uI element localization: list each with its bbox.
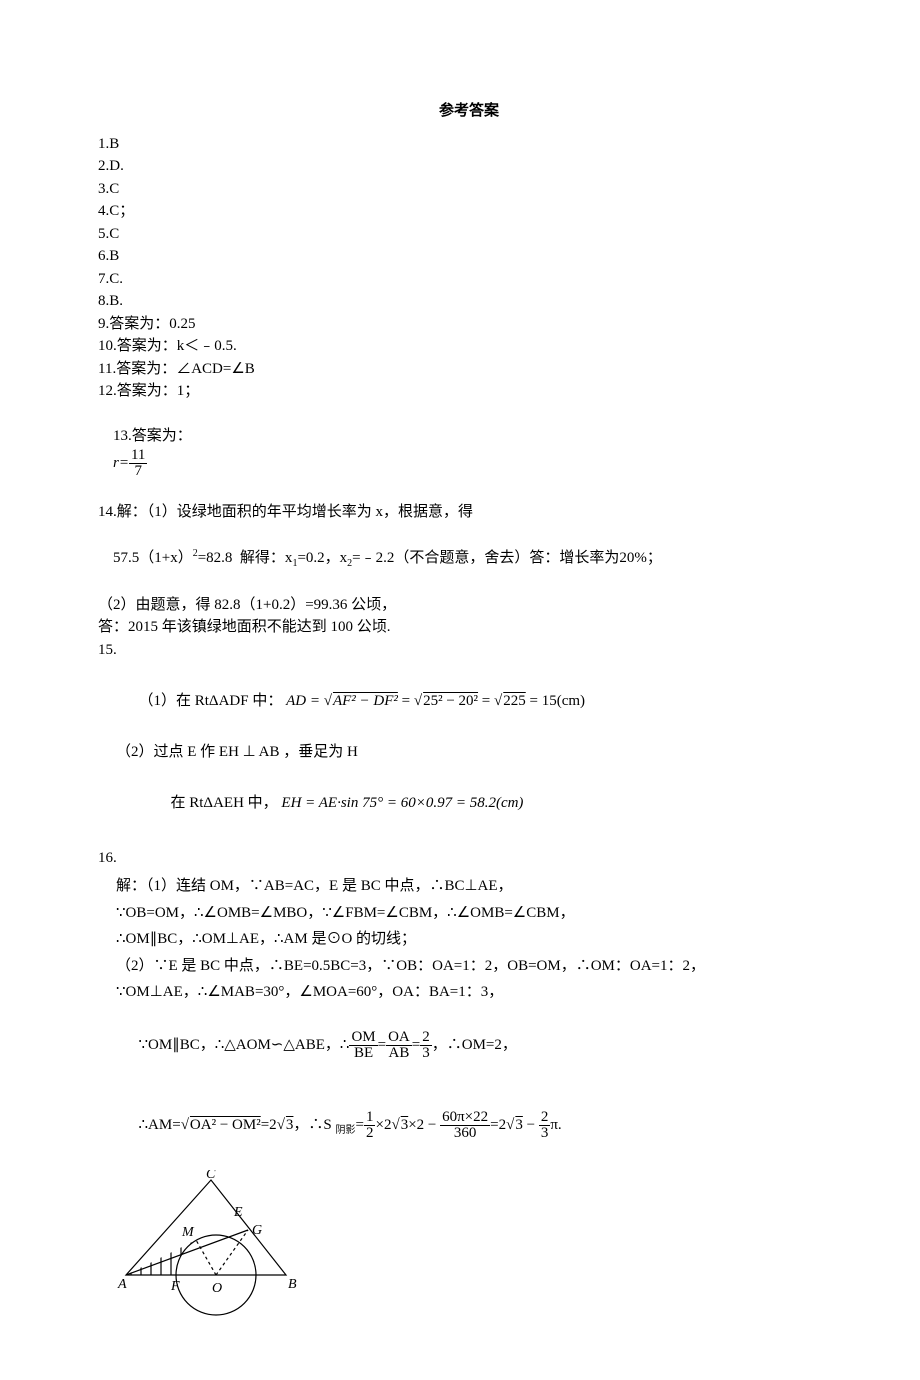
page-title: 参考答案 [98, 100, 840, 123]
q16-f7-3n: 2 [539, 1110, 551, 1126]
q14-l2a: 57.5（1+x） [113, 550, 193, 566]
q16-r7e: ×2 [375, 1117, 391, 1133]
q16-r6a: ∵OM∥BC，∴△AOM∽△ABE，∴ [139, 1037, 350, 1053]
q16-f3: 23 [420, 1030, 432, 1061]
q15-line3: 在 RtΔAEH 中， EH = AE·sin 75° = 60×0.97 = … [98, 769, 840, 837]
q15-sqrt1: AF² − DF² [332, 693, 398, 709]
q16-line2: ∵OB=OM，∴∠OMB=∠MBO，∵∠FBM=∠CBM，∴∠OMB=∠CBM， [116, 902, 840, 925]
q14-line2: 57.5（1+x）2=82.8 解得：x1=0.2，x2=﹣2.2（不合题意，舍… [98, 524, 840, 594]
q16-line4: （2）∵E 是 BC 中点，∴BE=0.5BC=3，∵OB：OA=1：2，OB=… [116, 955, 840, 978]
answer-1: 1.B [98, 133, 840, 156]
q15-sqrt2: 25² − 20² [422, 693, 478, 709]
label-f: F [170, 1279, 180, 1294]
q15-eq2: = [478, 693, 494, 709]
q15-line1: （1）在 RtΔADF 中： AD = √AF² − DF² = √25² − … [98, 667, 840, 735]
q16-r7b: =2 [261, 1117, 277, 1133]
q14-line3: （2）由题意，得 82.8（1+0.2）=99.36 公顷， [98, 594, 840, 617]
q16-f7-3d: 3 [539, 1126, 551, 1141]
answer-5: 5.C [98, 223, 840, 246]
label-e: E [233, 1205, 243, 1220]
q16-f1: OMBE [349, 1030, 377, 1061]
q16-f7-1n: 1 [364, 1110, 376, 1126]
q16-f7-3: 23 [539, 1110, 551, 1141]
geometry-diagram: A B C E G M F O [116, 1170, 306, 1320]
q16-sqrt3c: 3 [514, 1117, 523, 1133]
q14-l2d: =﹣2.2（不合题意，舍去）答：增长率为20%； [352, 550, 662, 566]
q15-sqrt3: 225 [502, 693, 526, 709]
label-a: A [117, 1277, 127, 1292]
q16-eq1: = [378, 1037, 386, 1053]
answer-10: 10.答案为：k＜﹣0.5. [98, 335, 840, 358]
q16-r7i: π. [550, 1117, 561, 1133]
q16-line5: ∵OM⊥AE，∴∠MAB=30°，∠MOA=60°，OA：BA=1：3， [116, 981, 840, 1004]
q15-line2: （2）过点 E 作 EH ⊥ AB ，垂足为 H [98, 741, 840, 764]
answer-7: 7.C. [98, 268, 840, 291]
q15-r1a: （1）在 RtΔADF 中： [139, 693, 283, 709]
q16-line7: ∴AM=√OA² − OM²=2√3，∴S 阴影=12×2√3×2 − 60π×… [116, 1088, 840, 1164]
q14-line1: 14.解：（1）设绿地面积的年平均增长率为 x，根据意，得 [98, 501, 840, 524]
q16-sqrt1: OA² − OM² [189, 1117, 261, 1133]
q14-l2b: =82.8 解得：x [198, 550, 293, 566]
q16-r7d: = [356, 1117, 364, 1133]
q16-line1: 解：（1）连结 OM，∵AB=AC，E 是 BC 中点，∴BC⊥AE， [116, 875, 840, 898]
q16-r7c: ，∴S [293, 1117, 335, 1133]
q16-r7f: ×2 − [408, 1117, 440, 1133]
q16-f7-2d: 360 [440, 1126, 490, 1141]
q13-r: r= [113, 454, 129, 470]
answer-9: 9.答案为：0.25 [98, 313, 840, 336]
q16-ssub: 阴影 [336, 1125, 356, 1136]
q16-sqrt3b: 3 [400, 1117, 409, 1133]
q16-eq2: = [412, 1037, 420, 1053]
answer-2: 2.D. [98, 155, 840, 178]
q16-f7-2n: 60π×22 [440, 1110, 490, 1126]
label-m: M [181, 1225, 195, 1240]
q16-f3d: 3 [420, 1046, 432, 1061]
q16-r7a: ∴AM= [139, 1117, 181, 1133]
q16-r6b: ，∴OM=2， [432, 1037, 517, 1053]
q16-f2d: AB [386, 1046, 412, 1061]
q16-f1d: BE [349, 1046, 377, 1061]
answer-12: 12.答案为：1； [98, 380, 840, 403]
answer-3: 3.C [98, 178, 840, 201]
q14-line4: 答：2015 年该镇绿地面积不能达到 100 公顷. [98, 616, 840, 639]
q16-f3n: 2 [420, 1030, 432, 1046]
q13-den: 7 [129, 464, 147, 479]
q15-eq3: = 15(cm) [526, 693, 585, 709]
label-c: C [206, 1170, 216, 1182]
q15-eq1: = [398, 693, 414, 709]
q15-r1b: AD = [282, 693, 323, 709]
q13-fraction: 117 [129, 448, 147, 479]
q15-r3b: EH = AE·sin 75° = 60×0.97 = 58.2(cm) [278, 795, 524, 811]
q13-num: 11 [129, 448, 147, 464]
q16-label: 16. [98, 847, 840, 870]
q16-r7h: − [523, 1117, 539, 1133]
q14-l2c: =0.2，x [297, 550, 347, 566]
label-g: G [252, 1223, 262, 1238]
q15-r3a: 在 RtΔAEH 中， [171, 795, 278, 811]
answer-13: 13.答案为： r=117 [98, 403, 840, 502]
answer-4: 4.C； [98, 200, 840, 223]
label-o: O [212, 1281, 222, 1296]
q15-label: 15. [98, 639, 840, 662]
q16-f2: OAAB [386, 1030, 412, 1061]
q16-f2n: OA [386, 1030, 412, 1046]
q16-f1n: OM [349, 1030, 377, 1046]
answer-8: 8.B. [98, 290, 840, 313]
q16-f7-2: 60π×22360 [440, 1110, 490, 1141]
label-b: B [288, 1277, 297, 1292]
answer-6: 6.B [98, 245, 840, 268]
answer-11: 11.答案为：∠ACD=∠B [98, 358, 840, 381]
q16-r7g: =2 [490, 1117, 506, 1133]
q16-f7-1: 12 [364, 1110, 376, 1141]
q16-line3: ∴OM∥BC，∴OM⊥AE，∴AM 是⊙O 的切线； [116, 928, 840, 951]
q16-line6: ∵OM∥BC，∴△AOM∽△ABE，∴OMBE=OAAB=23，∴OM=2， [116, 1008, 840, 1084]
q16-f7-1d: 2 [364, 1126, 376, 1141]
q13-label: 13.答案为： [113, 428, 192, 444]
